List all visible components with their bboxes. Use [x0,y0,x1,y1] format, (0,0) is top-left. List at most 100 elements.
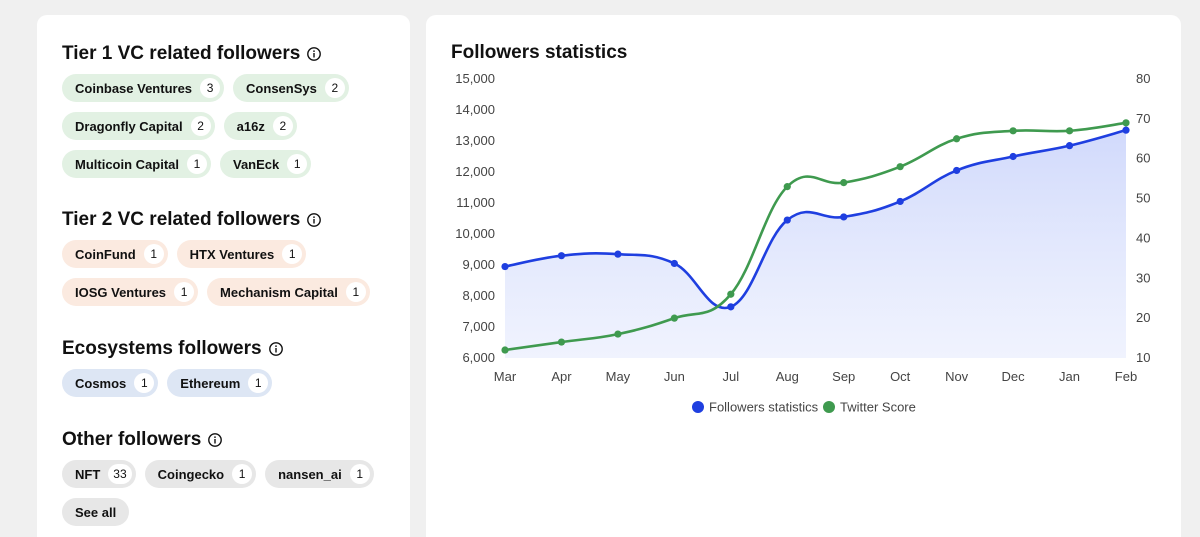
left-axis-tick-label: 10,000 [455,226,495,241]
data-point [1009,152,1017,161]
tag-count-badge: 1 [248,373,269,393]
other-tags: NFT 33 Coingecko 1 nansen_ai 1 [62,460,383,488]
tag-count-badge: 1 [174,282,195,302]
x-axis-tick-label: Aug [776,369,799,384]
follower-tag[interactable]: Cosmos 1 [62,369,159,397]
tag-count-badge: 2 [272,116,293,136]
x-axis-tick-label: Dec [1002,369,1026,384]
tag-name: HTX Ventures [189,246,275,262]
legend-marker [692,401,704,413]
data-point [557,252,566,260]
series-area-followers [505,130,1126,358]
data-point [953,135,961,143]
right-axis-tick-label: 10 [1136,350,1150,365]
tier2-section: Tier 2 VC related followers CoinFund 1 HTX… [62,208,379,316]
tag-name: Mechanism Capital [220,284,338,300]
right-axis-tick-label: 20 [1136,310,1150,325]
left-axis-tick-label: 8,000 [462,288,495,303]
data-point [1065,142,1074,150]
tag-count-badge: 1 [349,464,370,484]
info-icon[interactable] [208,433,223,447]
tag-name: VanEck [233,156,280,172]
tag-name: ConsenSys [246,80,317,96]
tag-name: Coingecko [157,466,225,482]
tag-count-badge: 1 [187,154,207,174]
x-axis-tick-label: Oct [890,369,911,384]
data-point [783,216,791,224]
info-icon[interactable] [307,213,322,227]
data-point [670,314,678,322]
followers-chart: 6,000 7,000 8,000 9,000 10,000 11,000 12,000 13… [455,71,1150,415]
right-axis-tick-label: 60 [1136,151,1150,166]
follower-tag[interactable]: NFT 33 [62,460,136,488]
x-axis-tick-label: May [606,369,631,384]
info-icon[interactable] [268,342,283,356]
tag-count-badge: 2 [324,78,345,98]
follower-tag[interactable]: VanEck 1 [220,150,312,178]
tag-name: IOSG Ventures [75,284,167,300]
follower-tag[interactable]: IOSG Ventures 1 [62,278,199,306]
tag-name: nansen_ai [278,466,342,482]
tag-count-badge: 2 [190,116,211,136]
x-axis-tick-label: Apr [551,369,572,384]
tag-count-badge: 33 [108,464,132,484]
x-axis-tick-label: Sep [832,369,855,384]
follower-tag[interactable]: Coingecko 1 [144,460,257,488]
left-axis-tick-label: 13,000 [455,133,495,148]
left-axis-tick-label: 12,000 [455,164,495,179]
left-axis-tick-label: 11,000 [456,195,495,210]
x-axis-tick-label: Jan [1059,369,1080,384]
follower-tag[interactable]: Coinbase Ventures 3 [62,74,225,102]
follower-tag[interactable]: ConsenSys 2 [233,74,349,102]
data-point [783,183,791,191]
data-point [614,330,622,338]
info-icon[interactable] [307,47,322,61]
left-axis-tick-label: 7,000 [462,319,495,334]
follower-tag[interactable]: CoinFund 1 [62,240,168,268]
data-point [840,179,848,187]
chart-card: Followers statistics 6,000 7,000 8,000 9,00… [426,15,1181,537]
data-point [501,262,509,271]
data-point [840,213,848,221]
data-point [727,290,735,298]
follower-tag[interactable]: Dragonfly Capital 2 [62,112,215,140]
follower-tag[interactable]: Mechanism Capital 1 [207,278,370,306]
right-axis-tick-label: 70 [1136,111,1150,126]
data-point [896,163,904,171]
tier1-section: Tier 1 VC related followers Coinbase Ven… [62,42,358,188]
data-point [1122,119,1130,127]
tag-count-badge: 1 [282,244,303,264]
other-section: Other followers NFT 33 Coingecko 1 nansen_ai… [62,428,383,526]
follower-tag[interactable]: HTX Ventures 1 [176,240,307,268]
tier2-title: Tier 2 VC related followers [62,208,379,232]
tier1-tags: Coinbase Ventures 3 ConsenSys 2 Dragonfly Ca… [62,74,358,178]
x-axis-tick-label: Jul [723,369,740,384]
data-point [614,250,622,258]
data-point [1122,126,1130,134]
see-all-button[interactable]: See all [62,498,130,526]
follower-tag[interactable]: nansen_ai 1 [265,460,374,488]
data-point [1065,127,1074,135]
x-axis-tick-label: Feb [1115,369,1137,384]
ecosystems-title: Ecosystems followers [62,337,283,361]
right-axis-tick-label: 30 [1136,270,1150,285]
follower-tag[interactable]: Ethereum 1 [167,369,273,397]
tag-count-badge: 1 [232,464,253,484]
tag-name: Multicoin Capital [75,156,179,172]
follower-tag[interactable]: a16z 2 [223,112,297,140]
ecosystems-section: Ecosystems followers Cosmos 1 Ethereum 1 [62,337,283,407]
tag-row: Dragonfly Capital 2 a16z 2 [62,112,358,140]
tag-name: Coinbase Ventures [75,80,193,96]
tag-count-badge: 1 [287,154,308,174]
x-axis-tick-label: Mar [494,369,517,384]
tag-name: Dragonfly Capital [75,118,183,134]
follower-tag[interactable]: Multicoin Capital 1 [62,150,211,178]
data-point [953,166,961,175]
tag-count-badge: 1 [134,373,155,393]
tag-count-badge: 1 [345,282,366,302]
right-axis-tick-label: 40 [1136,230,1150,245]
tag-name: NFT [75,466,101,482]
x-axis-tick-label: Nov [945,369,969,384]
data-point [896,197,904,206]
ecosystems-title-text: Ecosystems followers [62,338,262,359]
